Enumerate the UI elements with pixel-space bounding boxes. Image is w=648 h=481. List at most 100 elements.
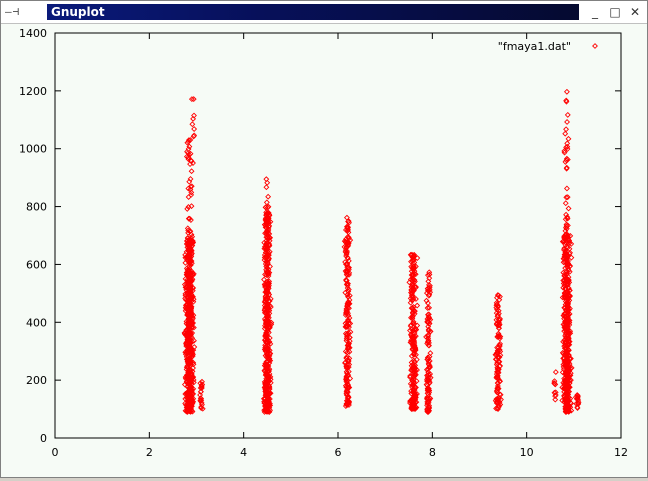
- data-point: [562, 272, 568, 279]
- data-point: [264, 361, 271, 368]
- x-tick-label: 8: [429, 446, 436, 459]
- data-point: [267, 302, 273, 309]
- data-point: [562, 251, 569, 258]
- data-point: [425, 398, 432, 405]
- data-point: [198, 383, 205, 390]
- data-point: [187, 362, 194, 369]
- data-point: [343, 307, 350, 314]
- data-point: [185, 367, 192, 374]
- data-point: [187, 228, 194, 235]
- data-point: [343, 214, 350, 221]
- scatter-chart: 0 2 4 6 8 10 12 0 200 400 600 800 1000 1200 1400 "fmay…: [19, 27, 628, 459]
- data-point: [565, 205, 572, 212]
- data-point: [185, 154, 192, 161]
- data-point: [264, 286, 270, 293]
- data-point: [265, 219, 272, 226]
- data-point: [264, 240, 270, 247]
- data-point: [408, 396, 415, 403]
- data-point: [344, 260, 351, 267]
- data-point: [343, 365, 350, 371]
- y-tick-label: 400: [26, 316, 47, 329]
- data-point: [263, 406, 270, 413]
- data-point: [497, 333, 504, 340]
- data-point: [344, 370, 350, 377]
- data-point: [495, 344, 502, 351]
- data-point: [425, 311, 432, 318]
- data-point: [261, 325, 268, 332]
- data-point: [410, 345, 417, 351]
- data-point: [426, 353, 433, 360]
- data-point: [563, 165, 570, 172]
- data-point: [190, 298, 197, 305]
- data-point: [343, 390, 350, 397]
- data-point: [426, 304, 433, 311]
- data-point: [494, 349, 501, 356]
- data-point: [552, 396, 559, 403]
- data-point: [190, 320, 197, 326]
- data-point: [565, 261, 572, 268]
- data-point: [496, 358, 503, 365]
- data-point: [562, 200, 569, 207]
- data-point: [410, 397, 417, 404]
- title-bar[interactable]: —⊣ Gnuplot _ □ ✕: [1, 1, 647, 24]
- data-point: [184, 257, 191, 264]
- data-point: [562, 130, 569, 137]
- data-point: [565, 317, 572, 324]
- data-point: [187, 277, 194, 284]
- data-point: [425, 300, 431, 307]
- data-point: [409, 297, 415, 304]
- x-tick-label: 0: [52, 446, 59, 459]
- data-point: [497, 362, 504, 369]
- data-point: [188, 158, 195, 164]
- maximize-button[interactable]: □: [609, 5, 621, 19]
- data-point: [494, 312, 501, 319]
- data-point: [342, 259, 349, 265]
- data-point: [263, 184, 270, 191]
- data-point: [188, 389, 194, 396]
- data-point: [347, 329, 354, 335]
- data-point: [563, 278, 570, 285]
- data-point: [187, 398, 194, 405]
- data-point: [185, 371, 192, 378]
- data-point: [261, 384, 268, 391]
- data-point: [187, 249, 194, 256]
- data-point: [345, 316, 352, 323]
- data-point: [424, 372, 430, 379]
- data-point: [563, 88, 570, 95]
- data-point: [493, 299, 500, 306]
- data-point: [560, 255, 567, 262]
- data-point: [565, 396, 571, 403]
- legend: "fmaya1.dat": [498, 40, 598, 53]
- y-tick-label: 800: [26, 201, 47, 214]
- data-point: [183, 271, 190, 278]
- data-point: [343, 271, 350, 278]
- data-point: [410, 327, 417, 334]
- data-point: [187, 313, 193, 320]
- data-point: [566, 384, 573, 391]
- data-point: [412, 263, 419, 270]
- data-point: [566, 341, 573, 348]
- data-point: [561, 295, 568, 301]
- data-point: [493, 304, 500, 311]
- data-point: [189, 121, 196, 128]
- data-point: [566, 321, 573, 328]
- data-point: [185, 357, 192, 364]
- minimize-button[interactable]: _: [592, 5, 598, 19]
- data-point: [552, 369, 559, 376]
- data-point: [199, 405, 206, 412]
- window-menu-icon[interactable]: —⊣: [5, 5, 21, 18]
- data-point: [186, 240, 192, 247]
- data-point: [185, 229, 192, 236]
- data-point: [261, 306, 268, 313]
- data-point: [186, 335, 193, 342]
- data-point: [264, 394, 271, 401]
- data-point: [424, 340, 431, 347]
- data-point: [410, 341, 417, 347]
- close-button[interactable]: ✕: [629, 5, 641, 19]
- data-point: [494, 380, 501, 386]
- data-point: [186, 332, 193, 339]
- data-point: [190, 361, 197, 368]
- data-point: [263, 212, 270, 219]
- data-point: [188, 258, 195, 265]
